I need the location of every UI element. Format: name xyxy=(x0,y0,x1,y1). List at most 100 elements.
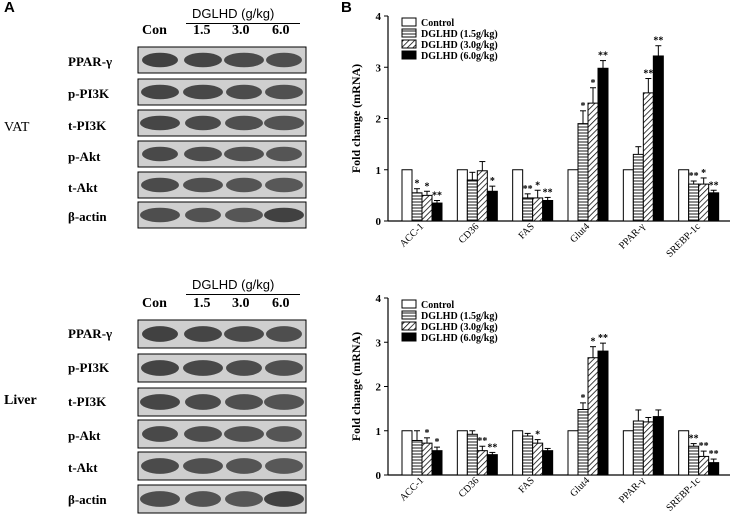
significance-mark: * xyxy=(701,168,706,179)
blot-band xyxy=(183,458,223,474)
liver-protein-label: t-PI3K xyxy=(68,394,107,409)
blot-strip xyxy=(137,46,307,74)
bar xyxy=(532,442,544,476)
bar xyxy=(431,450,443,476)
significance-mark: ** xyxy=(653,36,663,47)
significance-mark: * xyxy=(591,337,596,348)
liver-treatment-underline xyxy=(186,294,300,295)
significance-mark: * xyxy=(591,78,596,89)
bar xyxy=(597,350,609,476)
significance-mark: ** xyxy=(543,187,553,198)
blot-band xyxy=(264,115,304,131)
bar xyxy=(587,357,599,476)
bar xyxy=(597,67,609,222)
blot-band xyxy=(141,458,179,474)
blot-band xyxy=(184,426,222,442)
legend-label: Control xyxy=(421,300,454,311)
bar xyxy=(688,445,700,476)
bar xyxy=(411,192,423,222)
y-tick-label: 2 xyxy=(376,382,382,394)
legend-swatch xyxy=(401,28,417,38)
bar xyxy=(466,179,478,222)
bar xyxy=(577,409,589,476)
blot-band xyxy=(141,360,179,376)
blot-band xyxy=(185,115,221,131)
blot-strip xyxy=(137,140,307,168)
vat-blot-strips xyxy=(137,46,307,229)
x-tick-label: SREBP-1c xyxy=(664,475,703,514)
blot-band xyxy=(224,146,264,162)
x-tick-label: PPAR-γ xyxy=(617,475,648,506)
liver-lane-label-6-0: 6.0 xyxy=(272,296,290,311)
liver-lane-label-con: Con xyxy=(142,296,167,311)
blot-band xyxy=(265,360,303,376)
blot-band xyxy=(264,207,304,223)
legend-label: DGLHD (3.0g/kg) xyxy=(421,322,498,333)
x-tick-label: CD36 xyxy=(457,221,482,246)
bar xyxy=(642,421,654,476)
bar xyxy=(678,430,690,476)
vat-protein-label: t-Akt xyxy=(68,180,98,195)
vat-protein-label: PPAR-γ xyxy=(68,54,113,69)
vat-tissue-label: VAT xyxy=(4,120,30,135)
significance-mark: ** xyxy=(709,180,719,191)
legend-swatch xyxy=(401,50,417,60)
blot-band xyxy=(226,458,262,474)
blot-band xyxy=(183,84,223,100)
blot-band xyxy=(184,146,222,162)
blot-band xyxy=(142,146,178,162)
bar xyxy=(421,442,433,476)
blot-band xyxy=(225,491,263,507)
blot-band xyxy=(265,177,303,193)
bar xyxy=(567,430,579,476)
significance-mark: ** xyxy=(689,434,699,445)
significance-mark: * xyxy=(535,430,540,441)
x-tick-label: Glut4 xyxy=(568,221,592,245)
significance-mark: ** xyxy=(643,69,653,80)
liver-lane-label-3-0: 3.0 xyxy=(232,296,250,311)
significance-mark: * xyxy=(581,393,586,404)
vat-protein-label: p-PI3K xyxy=(68,86,110,101)
vat-protein-label: β-actin xyxy=(68,209,107,224)
bar xyxy=(642,92,654,222)
y-tick-label: 3 xyxy=(376,62,382,74)
bar xyxy=(542,200,554,222)
y-axis-label: Fold change (mRNA) xyxy=(349,332,363,441)
legend-swatch xyxy=(401,39,417,49)
y-tick-label: 0 xyxy=(376,470,382,482)
significance-mark: * xyxy=(425,428,430,439)
bar xyxy=(652,416,664,476)
blot-band xyxy=(224,52,264,68)
liver-tissue-label: Liver xyxy=(4,393,37,408)
blot-strip xyxy=(137,484,307,514)
panel-b-letter: B xyxy=(341,0,352,16)
bar xyxy=(678,169,690,222)
bar xyxy=(421,194,433,222)
blot-band xyxy=(265,84,303,100)
vat-lane-label-1-5: 1.5 xyxy=(193,23,211,38)
blot-band xyxy=(266,52,302,68)
y-tick-label: 4 xyxy=(376,11,382,23)
legend-label: DGLHD (1.5g/kg) xyxy=(421,29,498,40)
blot-band xyxy=(226,177,262,193)
blot-band xyxy=(225,394,263,410)
x-tick-label: ACC-1 xyxy=(398,221,426,249)
panel-a-letter: A xyxy=(4,0,15,16)
y-axis-label: Fold change (mRNA) xyxy=(349,64,363,173)
y-tick-label: 2 xyxy=(376,114,382,126)
significance-mark: * xyxy=(535,180,540,191)
blot-band xyxy=(184,326,222,342)
legend-label: DGLHD (6.0g/kg) xyxy=(421,51,498,62)
blot-band xyxy=(140,491,180,507)
blot-strip xyxy=(137,109,307,137)
x-tick-label: SREBP-1c xyxy=(664,221,703,260)
bar xyxy=(431,202,443,222)
bar xyxy=(652,55,664,222)
significance-mark: * xyxy=(425,181,430,192)
blot-band xyxy=(142,326,178,342)
bar xyxy=(512,430,524,476)
bar xyxy=(532,197,544,222)
liver-lane-label-1-5: 1.5 xyxy=(193,296,211,311)
bar xyxy=(486,190,498,222)
